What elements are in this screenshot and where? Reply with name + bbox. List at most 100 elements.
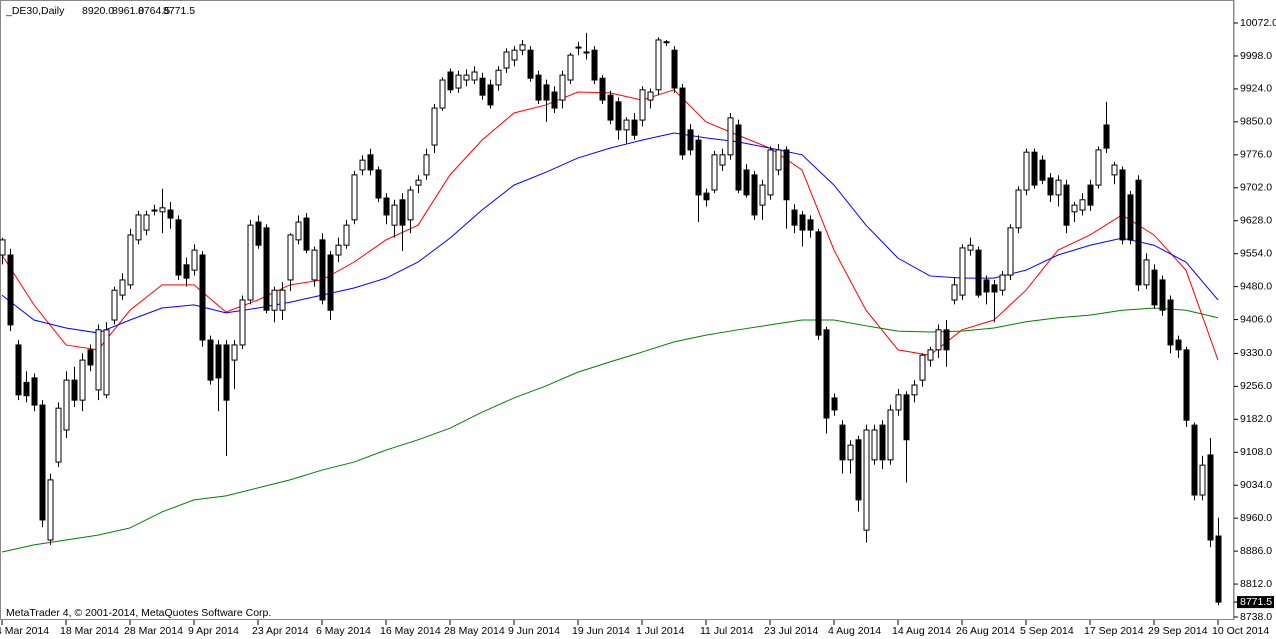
candle-body	[679, 87, 686, 156]
last-price-label: 8771.5	[1240, 596, 1272, 608]
candle-body	[695, 139, 702, 196]
x-tick-label: 14 Aug 2014	[892, 625, 951, 637]
candle-body	[735, 124, 742, 191]
candle-body	[583, 51, 590, 54]
y-tick-label: 9256.0	[1240, 380, 1272, 392]
candle-body	[471, 71, 478, 81]
candle-body	[399, 199, 406, 226]
x-tick-label: 6 May 2014	[316, 625, 371, 637]
candle-body	[919, 354, 926, 381]
candle-body	[631, 119, 638, 136]
last-price-box	[1237, 596, 1274, 609]
candle-body	[279, 289, 286, 311]
candle-body	[39, 404, 46, 521]
candle-body	[591, 49, 598, 81]
candle-body	[343, 224, 350, 246]
candle-body	[519, 44, 526, 51]
candle-body	[79, 359, 86, 401]
candle-body	[263, 227, 270, 311]
x-tick-label: 19 Jun 2014	[572, 625, 630, 637]
candle-body	[655, 39, 662, 91]
y-tick-label: 9034.0	[1240, 479, 1272, 491]
candle-body	[31, 377, 38, 406]
candle-body	[767, 149, 774, 196]
y-tick-label: 9850.0	[1240, 116, 1272, 128]
candle-body	[671, 49, 678, 89]
x-tick-label: 23 Apr 2014	[252, 625, 309, 637]
candle-body	[383, 197, 390, 216]
candle-body	[951, 284, 958, 301]
x-tick-label: 4 Mar 2014	[0, 625, 49, 637]
x-tick-label: 10 Oct 2014	[1212, 625, 1269, 637]
candle-body	[1207, 454, 1214, 541]
candle-body	[119, 279, 126, 296]
candle-body	[559, 74, 566, 101]
candle-body	[1031, 151, 1038, 186]
candle-body	[375, 169, 382, 199]
candle-body	[991, 284, 998, 293]
candle-body	[71, 379, 78, 401]
candle-body	[159, 207, 166, 213]
candle-body	[1215, 535, 1222, 603]
candle-body	[1151, 269, 1158, 306]
candle-body	[1007, 227, 1014, 276]
candle-body	[1015, 189, 1022, 229]
candle-body	[103, 329, 110, 396]
candle-body	[1135, 179, 1142, 286]
candle-body	[1191, 424, 1198, 496]
y-tick-label: 9924.0	[1240, 83, 1272, 95]
y-tick-label: 9554.0	[1240, 247, 1272, 259]
y-tick-label: 9628.0	[1240, 215, 1272, 227]
candle-body	[607, 94, 614, 121]
plot-area	[0, 32, 1222, 606]
title-value: 8771.5	[163, 5, 195, 17]
y-tick-label: 8738.0	[1240, 611, 1272, 623]
candle-body	[495, 69, 502, 86]
candle-body	[783, 149, 790, 201]
candle-body	[23, 381, 30, 397]
candle-body	[935, 329, 942, 351]
candle-body	[663, 41, 670, 44]
x-tick-label: 11 Jul 2014	[700, 625, 754, 637]
candle-body	[1095, 149, 1102, 186]
chart-title: _DE30,Daily	[5, 5, 65, 17]
candle-body	[871, 429, 878, 461]
candle-body	[1183, 349, 1190, 421]
x-tick-label: 9 Apr 2014	[188, 625, 239, 637]
candle-body	[1047, 177, 1054, 196]
y-tick-label: 8812.0	[1240, 578, 1272, 590]
candle-body	[903, 394, 910, 441]
x-tick-label: 29 Sep 2014	[1148, 625, 1208, 637]
title-value: 8764.5	[138, 5, 170, 17]
candle-body	[55, 407, 62, 463]
candle-body	[567, 54, 574, 81]
x-tick-label: 17 Sep 2014	[1084, 625, 1144, 637]
y-tick-label: 9182.0	[1240, 413, 1272, 425]
candle-body	[775, 149, 782, 171]
candle-body	[135, 214, 142, 241]
candle-body	[879, 424, 886, 461]
candle-body	[223, 344, 230, 401]
y-tick-label: 9776.0	[1240, 149, 1272, 161]
candle-body	[1111, 164, 1118, 176]
candle-body	[1039, 159, 1046, 181]
candle-body	[239, 299, 246, 346]
candle-body	[967, 244, 974, 251]
candle-body	[527, 49, 534, 79]
candle-body	[551, 91, 558, 109]
y-tick-label: 9998.0	[1240, 50, 1272, 62]
title-value: 8961.0	[112, 5, 144, 17]
candle-body	[503, 51, 510, 69]
candle-body	[439, 79, 446, 109]
candle-body	[959, 247, 966, 296]
candle-body	[743, 169, 750, 196]
candle-body	[287, 234, 294, 281]
candle-body	[175, 219, 182, 276]
candle-body	[647, 91, 654, 101]
moving-average	[1, 307, 1219, 553]
candle-body	[1055, 179, 1062, 196]
candle-body	[247, 224, 254, 301]
x-tick-label: 4 Aug 2014	[828, 625, 881, 637]
candle-body	[1063, 184, 1070, 226]
candle-body	[215, 344, 222, 379]
